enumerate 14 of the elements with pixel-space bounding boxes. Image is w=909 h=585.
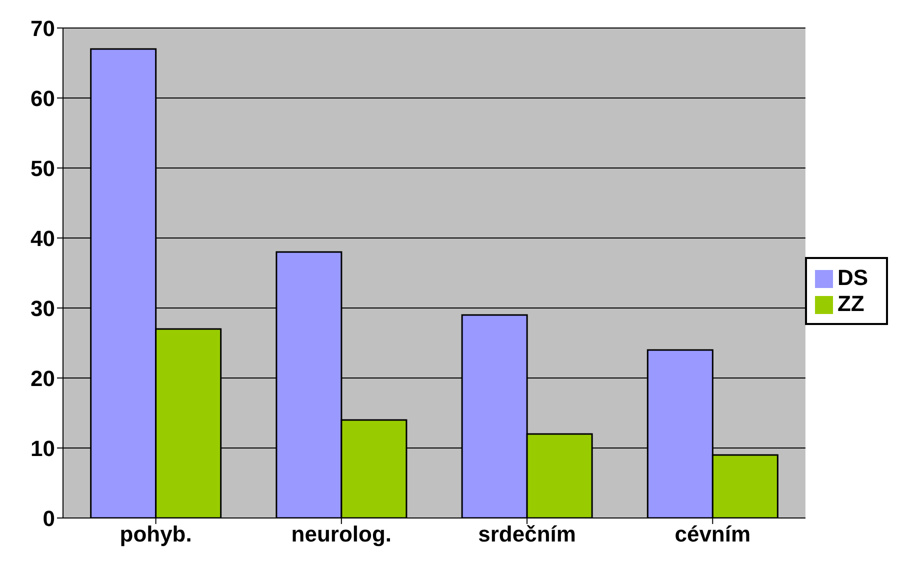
y-tick-label: 30 [30, 296, 55, 321]
legend-label: ZZ [837, 290, 864, 316]
y-tick-label: 20 [30, 366, 55, 391]
legend-label: DS [837, 264, 868, 290]
y-tick-label: 10 [30, 436, 55, 461]
x-tick-label: cévním [674, 522, 751, 547]
y-tick-label: 40 [30, 226, 55, 251]
x-tick-label: srdečním [478, 522, 576, 547]
x-tick-label: pohyb. [120, 522, 192, 547]
y-tick-label: 50 [30, 156, 55, 181]
x-tick-label: neurolog. [291, 522, 392, 547]
y-tick-label: 70 [30, 16, 55, 41]
y-tick-label: 0 [42, 506, 55, 531]
y-tick-label: 60 [30, 86, 55, 111]
